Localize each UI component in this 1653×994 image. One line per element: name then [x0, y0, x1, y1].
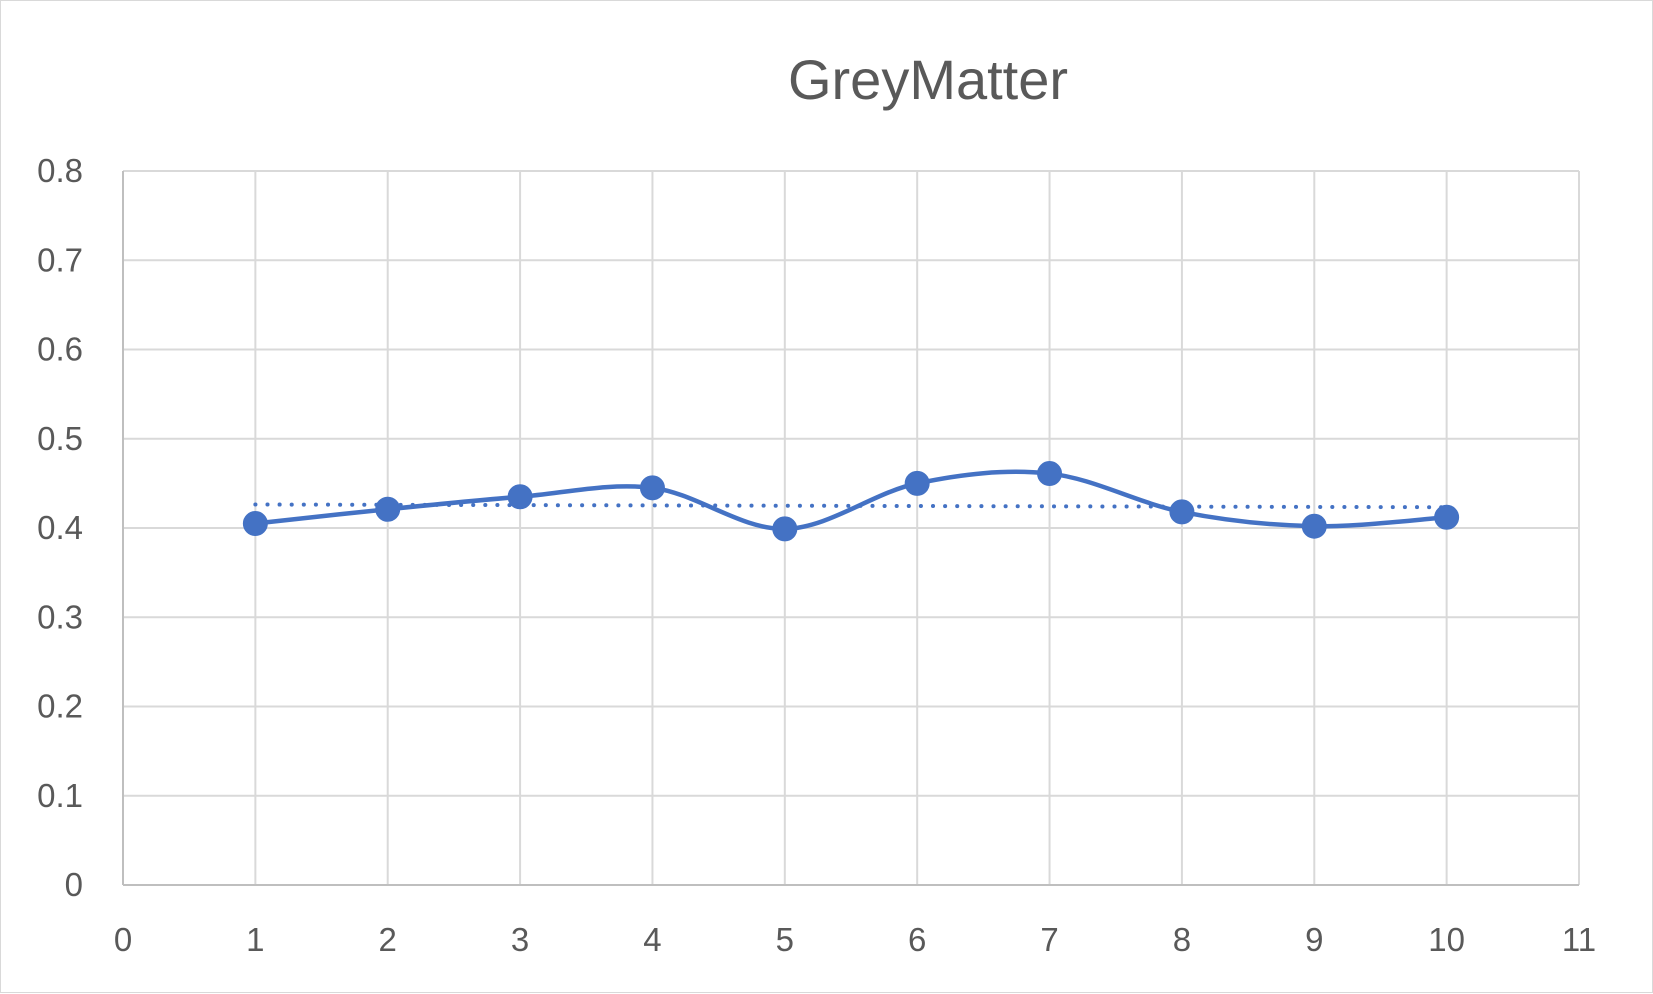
x-tick-label: 9 [1305, 921, 1323, 958]
data-point [1434, 504, 1460, 530]
y-tick-label: 0.3 [37, 598, 83, 635]
y-tick-label: 0.8 [37, 152, 83, 189]
x-tick-label: 10 [1428, 921, 1465, 958]
x-tick-label: 4 [643, 921, 661, 958]
gridlines [123, 170, 1580, 885]
y-tick-label: 0.7 [37, 241, 83, 278]
data-point [904, 470, 930, 496]
x-tick-label: 8 [1173, 921, 1191, 958]
data-point [639, 475, 665, 501]
x-tick-label: 11 [1562, 921, 1596, 958]
data-point [242, 511, 268, 537]
x-tick-label: 5 [776, 921, 794, 958]
x-tick-label: 7 [1040, 921, 1058, 958]
y-tick-label: 0.5 [37, 420, 83, 457]
y-tick-label: 0 [65, 866, 83, 903]
data-point [1301, 513, 1327, 539]
trendline-layer [253, 502, 1449, 510]
tick-labels: 0 0.1 0.2 0.3 0.4 0.5 0.6 0.7 0.8 0 1 2 3 4 5 6 7 8 9 10 11 [37, 152, 1596, 958]
x-tick-label: 2 [379, 921, 397, 958]
data-point [772, 516, 798, 542]
y-tick-label: 0.4 [37, 509, 83, 546]
axes [122, 171, 1579, 886]
x-tick-label: 3 [511, 921, 529, 958]
y-tick-label: 0.1 [37, 777, 83, 814]
trendline [253, 502, 1449, 510]
y-tick-label: 0.2 [37, 688, 83, 725]
x-tick-label: 0 [114, 921, 132, 958]
data-point [1037, 461, 1063, 487]
y-tick-label: 0.6 [37, 331, 83, 368]
data-point [375, 496, 401, 522]
series-line [253, 469, 1449, 532]
x-tick-label: 1 [246, 921, 264, 958]
chart-title: GreyMatter [788, 48, 1068, 111]
x-tick-label: 6 [908, 921, 926, 958]
series-layer [242, 461, 1460, 542]
data-point [507, 484, 533, 510]
data-point [1169, 499, 1195, 525]
